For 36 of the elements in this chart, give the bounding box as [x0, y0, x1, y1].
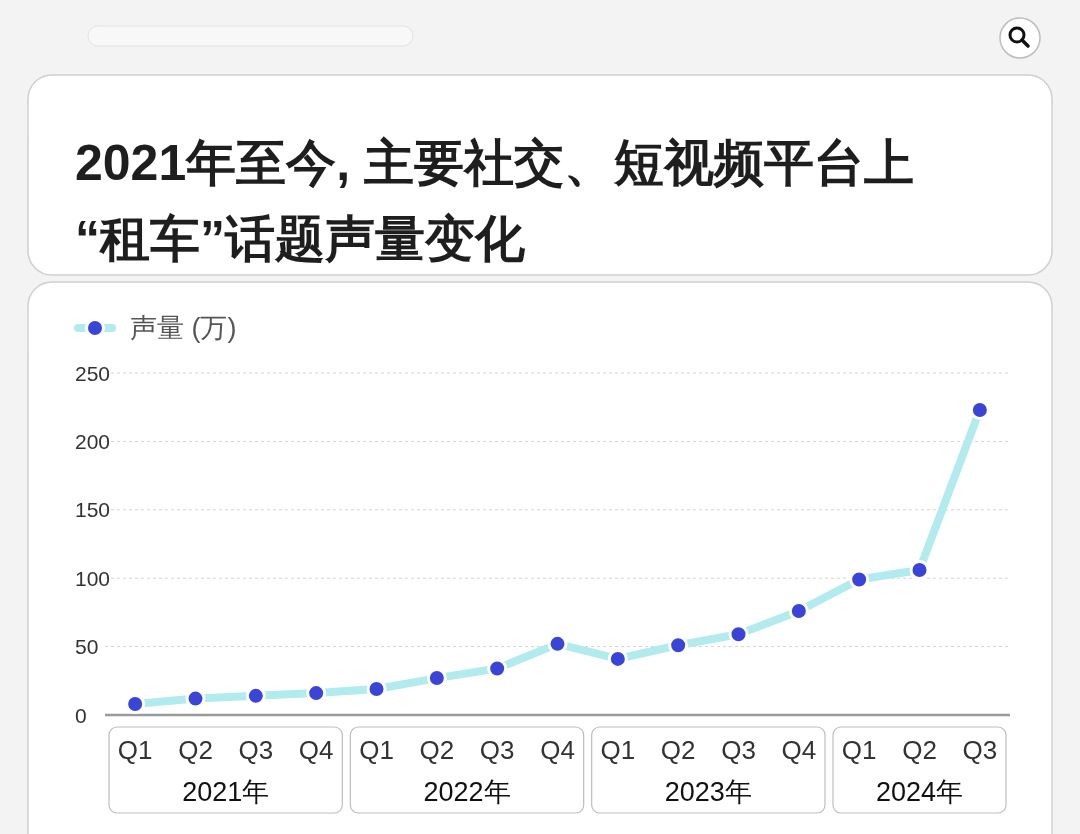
point	[909, 559, 930, 580]
y-tick-label: 0	[75, 703, 87, 727]
x-tick-label: Q1	[600, 735, 636, 765]
x-tick-label: Q1	[359, 735, 394, 765]
y-tick-label: 200	[75, 429, 111, 453]
text: 2021年	[182, 777, 270, 807]
point	[849, 569, 870, 590]
point	[547, 633, 568, 654]
x-tick-label: Q3	[479, 735, 515, 765]
x-tick-label: Q2	[419, 735, 455, 765]
y-tick-label: 250	[75, 361, 111, 385]
point	[245, 685, 266, 706]
x-tick-label: Q3	[238, 735, 274, 765]
text: 2023年	[664, 777, 752, 807]
chart-title: 2021年至今, 主要社交、短视频平台上 “租车”话题声量变化	[75, 135, 915, 267]
y-tick-label: 50	[75, 635, 99, 659]
text: 2022年	[423, 777, 511, 807]
point	[487, 658, 508, 679]
x-tick-label: Q1	[117, 735, 153, 765]
y-tick-label: 150	[75, 498, 111, 522]
x-tick-label: Q2	[902, 735, 937, 765]
point	[125, 694, 146, 715]
x-tick-label: Q3	[721, 735, 756, 765]
x-tick-label: Q1	[841, 735, 877, 765]
legend-label: 声量 (万)	[130, 313, 237, 343]
x-tick-label: Q4	[540, 735, 575, 765]
x-tick-label: Q2	[178, 735, 213, 765]
x-tick-label: Q3	[962, 735, 998, 765]
point	[728, 624, 749, 645]
x-tick-label: Q2	[660, 735, 696, 765]
point	[185, 688, 206, 709]
x-tick-label: Q4	[298, 735, 334, 765]
x-tick-label: Q4	[781, 735, 817, 765]
point	[668, 635, 689, 656]
y-tick-label: 100	[75, 566, 111, 590]
text: 2024年	[875, 777, 964, 807]
